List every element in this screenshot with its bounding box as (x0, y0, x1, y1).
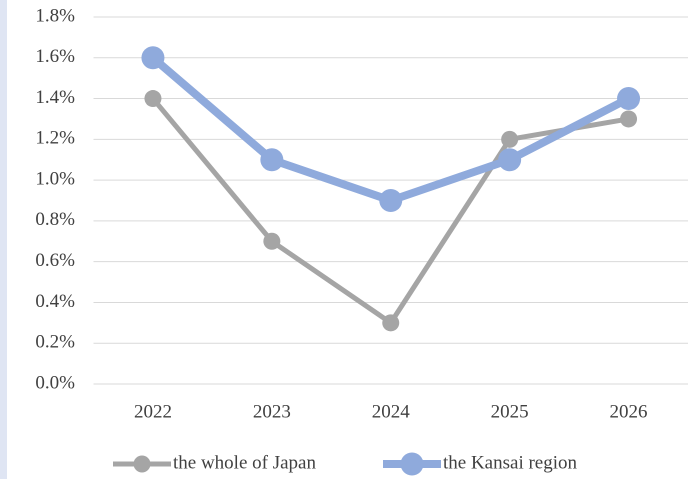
x-tick-label: 2026 (610, 401, 648, 422)
data-point (382, 314, 400, 332)
y-tick-label: 0.4% (35, 291, 75, 312)
x-tick-label: 2023 (253, 401, 291, 422)
y-tick-label: 1.4% (35, 87, 75, 108)
y-tick-label: 1.2% (35, 128, 75, 149)
y-tick-label: 0.0% (35, 372, 75, 393)
y-tick-label: 0.8% (35, 209, 75, 230)
side-strip (0, 0, 7, 479)
data-point (501, 130, 519, 148)
x-tick-label: 2025 (491, 401, 529, 422)
data-point (379, 189, 403, 212)
y-tick-label: 1.6% (35, 46, 75, 67)
y-tick-label: 1.0% (35, 168, 75, 189)
x-tick-label: 2024 (372, 401, 411, 422)
legend-label: the Kansai region (443, 452, 578, 473)
legend-label: the whole of Japan (173, 452, 316, 473)
data-point (144, 90, 162, 108)
y-tick-label: 0.6% (35, 250, 75, 271)
x-tick-label: 2022 (134, 401, 172, 422)
legend-marker (133, 455, 151, 473)
y-tick-label: 0.2% (35, 332, 75, 353)
data-point (260, 148, 284, 172)
data-point (498, 148, 522, 172)
y-tick-label: 1.8% (35, 5, 75, 26)
legend-marker (400, 452, 424, 476)
data-point (620, 110, 638, 128)
data-point (263, 232, 281, 250)
data-point (617, 87, 641, 111)
data-point (141, 46, 165, 70)
